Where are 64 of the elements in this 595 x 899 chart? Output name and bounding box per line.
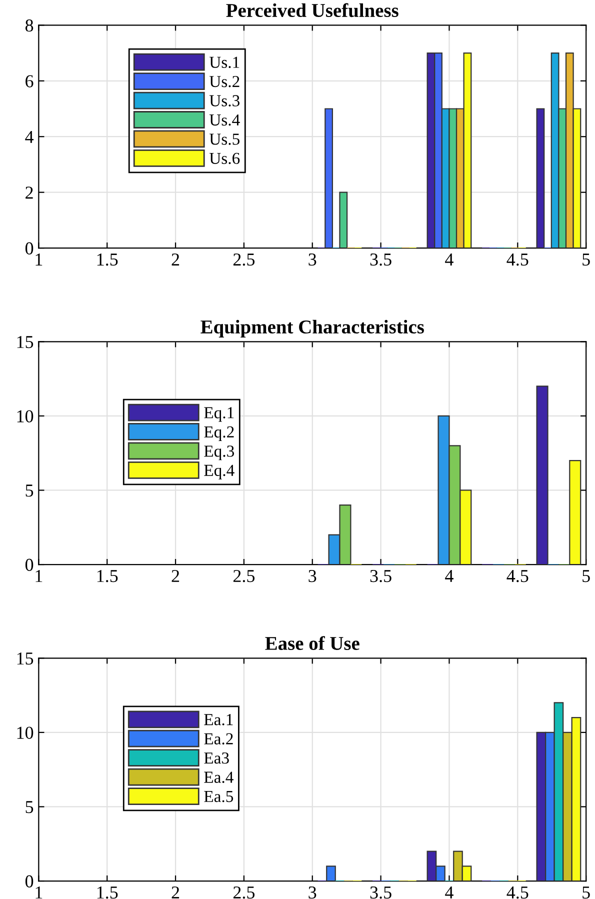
x-tick-label: 1.5 <box>97 570 118 582</box>
x-tick-label: 4.5 <box>506 254 528 266</box>
bar <box>326 866 336 882</box>
bar <box>339 192 348 248</box>
bar <box>536 108 545 248</box>
y-tick-label: 4 <box>25 130 34 143</box>
legend-label: Ea3 <box>204 752 229 764</box>
legend-label: Ea.2 <box>204 733 233 745</box>
y-tick-label: 10 <box>17 410 34 422</box>
x-tick-label: 3 <box>308 570 316 582</box>
x-tick-label: 2 <box>172 886 180 898</box>
legend-label: Ea.4 <box>204 772 234 783</box>
legend-label: Us.4 <box>209 114 240 126</box>
x-tick-label: 3.5 <box>370 886 392 899</box>
legend-label: Ea.5 <box>204 791 234 802</box>
legend-label: Us.3 <box>209 95 240 106</box>
y-tick-label: 0 <box>25 558 34 571</box>
x-tick-label: 2.5 <box>233 253 255 266</box>
x-tick-label: 4.5 <box>506 886 528 899</box>
chart-title: Equipment Characteristics <box>200 320 424 338</box>
x-tick-label: 4.5 <box>506 570 528 582</box>
chart-title: Ease of Use <box>265 636 360 650</box>
x-tick-label: 4 <box>445 570 454 582</box>
x-tick-label: 1 <box>36 254 42 266</box>
legend-label: Us.5 <box>209 134 240 145</box>
x-tick-label: 1 <box>36 886 42 898</box>
y-tick-label: 10 <box>17 726 34 739</box>
x-tick-label: 5 <box>582 254 590 266</box>
y-tick-label: 5 <box>26 484 34 497</box>
legend-label: Ea.1 <box>204 714 233 726</box>
x-tick-label: 2 <box>172 253 180 266</box>
x-tick-label: 4 <box>445 254 454 266</box>
y-tick-label: 6 <box>26 75 34 88</box>
legend-label: Eq.1 <box>204 407 234 422</box>
x-tick-label: 3 <box>308 886 316 899</box>
legend-label: Eq.2 <box>204 426 234 441</box>
legend-label: Us.2 <box>209 76 240 88</box>
y-tick-label: 8 <box>25 19 34 32</box>
y-tick-label: 0 <box>25 242 34 254</box>
x-tick-label: 3 <box>308 253 316 266</box>
bar <box>324 108 333 248</box>
x-tick-label: 1.5 <box>97 254 118 266</box>
x-tick-label: 3.5 <box>370 570 392 582</box>
x-tick-label: 1 <box>36 570 42 582</box>
legend-label: Us.1 <box>209 56 240 68</box>
x-tick-label: 5 <box>582 886 590 899</box>
y-tick-label: 15 <box>17 652 34 665</box>
bar <box>536 386 548 565</box>
legend-label: Us.6 <box>209 152 240 164</box>
x-tick-label: 2.5 <box>233 886 255 899</box>
bar <box>569 460 582 565</box>
x-tick-label: 2.5 <box>233 570 255 582</box>
x-tick-label: 5 <box>582 570 590 582</box>
legend-label: Eq.4 <box>204 464 234 480</box>
chart-title: Perceived Usefulness <box>226 3 398 18</box>
x-tick-label: 1.5 <box>97 886 118 899</box>
x-tick-label: 4 <box>445 886 454 898</box>
y-tick-label: 5 <box>26 801 34 814</box>
y-tick-label: 15 <box>17 336 34 348</box>
x-tick-label: 2 <box>172 570 180 582</box>
y-tick-label: 0 <box>25 875 34 888</box>
x-tick-label: 3.5 <box>370 253 392 266</box>
y-tick-label: 2 <box>26 186 33 199</box>
legend-label: Eq.3 <box>204 446 234 460</box>
